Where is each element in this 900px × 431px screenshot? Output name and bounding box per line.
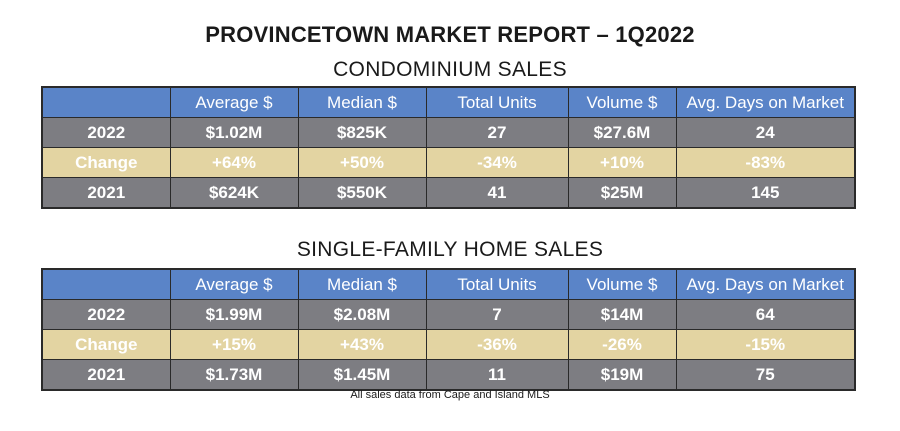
table-row-2021: 2021 $624K $550K 41 $25M 145 xyxy=(41,177,856,209)
single-family-section-heading: SINGLE-FAMILY HOME SALES xyxy=(296,238,604,261)
cell-total-units: 27 xyxy=(425,117,569,148)
table-row-change: Change +15% +43% -36% -26% -15% xyxy=(41,329,856,360)
header-total-units: Total Units xyxy=(425,268,569,300)
cell-median: +50% xyxy=(297,147,427,178)
header-cell-empty xyxy=(41,268,171,300)
cell-avg-days: 64 xyxy=(675,299,856,330)
cell-total-units: -34% xyxy=(425,147,569,178)
cell-average: $1.99M xyxy=(169,299,299,330)
report-title: PROVINCETOWN MARKET REPORT – 1Q2022 xyxy=(205,22,695,47)
row-label: Change xyxy=(41,329,171,360)
cell-median: $550K xyxy=(297,177,427,209)
cell-volume: $25M xyxy=(567,177,677,209)
cell-avg-days: 145 xyxy=(675,177,856,209)
source-footnote: All sales data from Cape and Island MLS xyxy=(350,389,550,401)
row-label: 2022 xyxy=(41,117,171,148)
header-cell-empty xyxy=(41,86,171,118)
cell-volume: $14M xyxy=(567,299,677,330)
row-label: 2021 xyxy=(41,177,171,209)
header-volume: Volume $ xyxy=(567,268,677,300)
header-average: Average $ xyxy=(169,268,299,300)
header-avg-days: Avg. Days on Market xyxy=(675,268,856,300)
cell-total-units: 7 xyxy=(425,299,569,330)
cell-total-units: -36% xyxy=(425,329,569,360)
header-volume: Volume $ xyxy=(567,86,677,118)
cell-total-units: 41 xyxy=(425,177,569,209)
cell-average: +15% xyxy=(169,329,299,360)
cell-average: $1.02M xyxy=(169,117,299,148)
row-label: 2021 xyxy=(41,359,171,391)
table-row-change: Change +64% +50% -34% +10% -83% xyxy=(41,147,856,178)
cell-avg-days: -15% xyxy=(675,329,856,360)
cell-avg-days: -83% xyxy=(675,147,856,178)
header-median: Median $ xyxy=(297,86,427,118)
header-median: Median $ xyxy=(297,268,427,300)
condo-section-heading: CONDOMINIUM SALES xyxy=(333,58,567,81)
cell-volume: $19M xyxy=(567,359,677,391)
single-family-sales-table: Average $ Median $ Total Units Volume $ … xyxy=(41,268,856,391)
cell-volume: $27.6M xyxy=(567,117,677,148)
cell-avg-days: 24 xyxy=(675,117,856,148)
condo-sales-table: Average $ Median $ Total Units Volume $ … xyxy=(41,86,856,209)
cell-volume: -26% xyxy=(567,329,677,360)
cell-avg-days: 75 xyxy=(675,359,856,391)
cell-average: +64% xyxy=(169,147,299,178)
header-total-units: Total Units xyxy=(425,86,569,118)
cell-median: $1.45M xyxy=(297,359,427,391)
cell-median: $825K xyxy=(297,117,427,148)
table-row-2022: 2022 $1.99M $2.08M 7 $14M 64 xyxy=(41,299,856,330)
cell-average: $1.73M xyxy=(169,359,299,391)
cell-median: +43% xyxy=(297,329,427,360)
header-average: Average $ xyxy=(169,86,299,118)
table-row-2021: 2021 $1.73M $1.45M 11 $19M 75 xyxy=(41,359,856,391)
table-header-row: Average $ Median $ Total Units Volume $ … xyxy=(41,86,856,118)
cell-volume: +10% xyxy=(567,147,677,178)
row-label: Change xyxy=(41,147,171,178)
cell-average: $624K xyxy=(169,177,299,209)
cell-total-units: 11 xyxy=(425,359,569,391)
header-avg-days: Avg. Days on Market xyxy=(675,86,856,118)
cell-median: $2.08M xyxy=(297,299,427,330)
row-label: 2022 xyxy=(41,299,171,330)
table-header-row: Average $ Median $ Total Units Volume $ … xyxy=(41,268,856,300)
table-row-2022: 2022 $1.02M $825K 27 $27.6M 24 xyxy=(41,117,856,148)
